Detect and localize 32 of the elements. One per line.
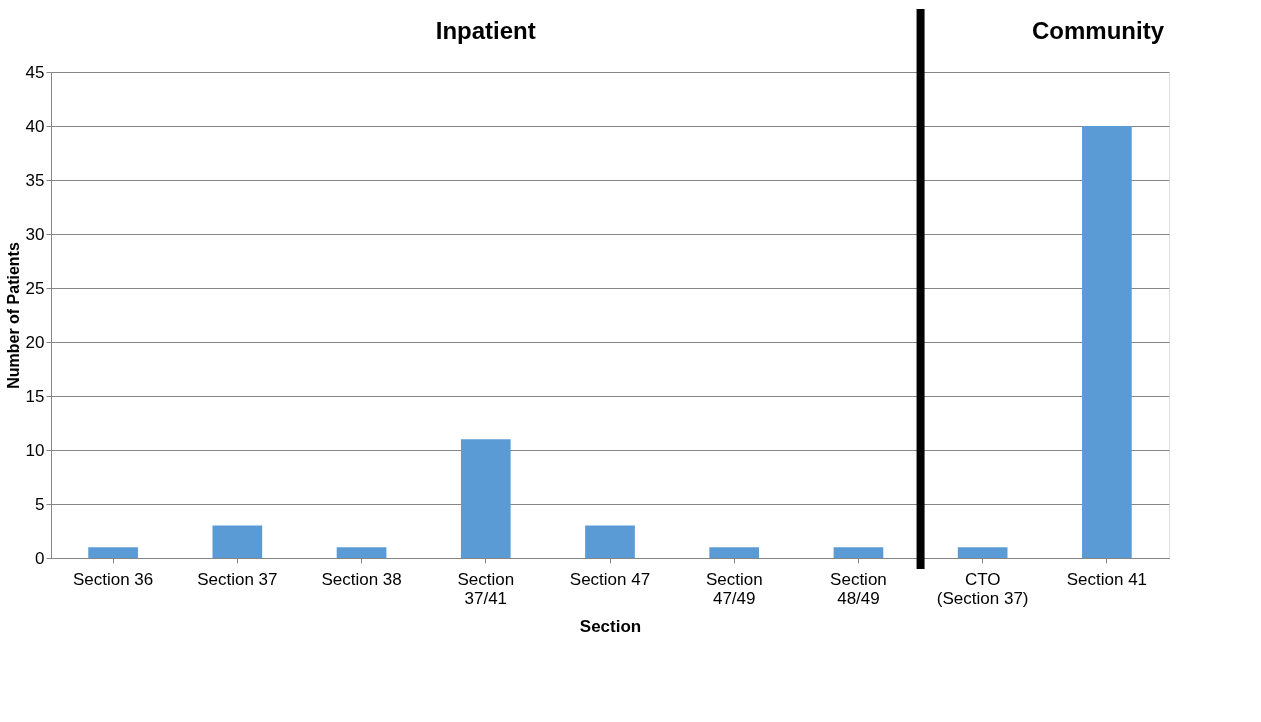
bar: [1082, 126, 1132, 558]
y-tick-label: 25: [25, 278, 45, 298]
y-tick-label: 40: [25, 116, 45, 136]
x-axis-title: Section: [579, 616, 642, 636]
text: Inpatient: [435, 17, 536, 44]
x-tick-label: Section 47: [569, 569, 651, 589]
y-tick-label: 10: [25, 440, 45, 460]
x-tick-label: Section 47/49: [705, 569, 763, 608]
x-tick-label: Section 48/49: [830, 569, 887, 608]
bar: [88, 547, 138, 558]
bar: [833, 547, 884, 558]
y-tick-label: 30: [25, 224, 45, 244]
x-tick-label: Section 41: [1066, 569, 1148, 589]
text: Community: [1032, 17, 1165, 44]
x-tick-label: Section 38: [321, 569, 402, 589]
bar: [212, 525, 263, 558]
y-axis-title: Number of Patients: [4, 242, 22, 389]
y-tick-label: 5: [35, 494, 45, 514]
y-tick-label: 0: [35, 548, 45, 568]
bar: [957, 547, 1008, 558]
y-tick-label: 35: [25, 170, 45, 190]
bar: [585, 525, 635, 558]
y-tick-label: 45: [25, 62, 45, 82]
x-tick-label: CTO (Section 37): [936, 569, 1029, 608]
x-tick-label: Section 37/41: [457, 569, 515, 608]
bar: [460, 439, 511, 558]
y-tick-label: 15: [25, 386, 45, 406]
bar: [336, 547, 387, 558]
x-tick-label: Section 36: [72, 569, 154, 589]
bar: [709, 547, 760, 558]
y-tick-label: 20: [25, 332, 45, 352]
x-tick-label: Section 37: [197, 569, 278, 589]
